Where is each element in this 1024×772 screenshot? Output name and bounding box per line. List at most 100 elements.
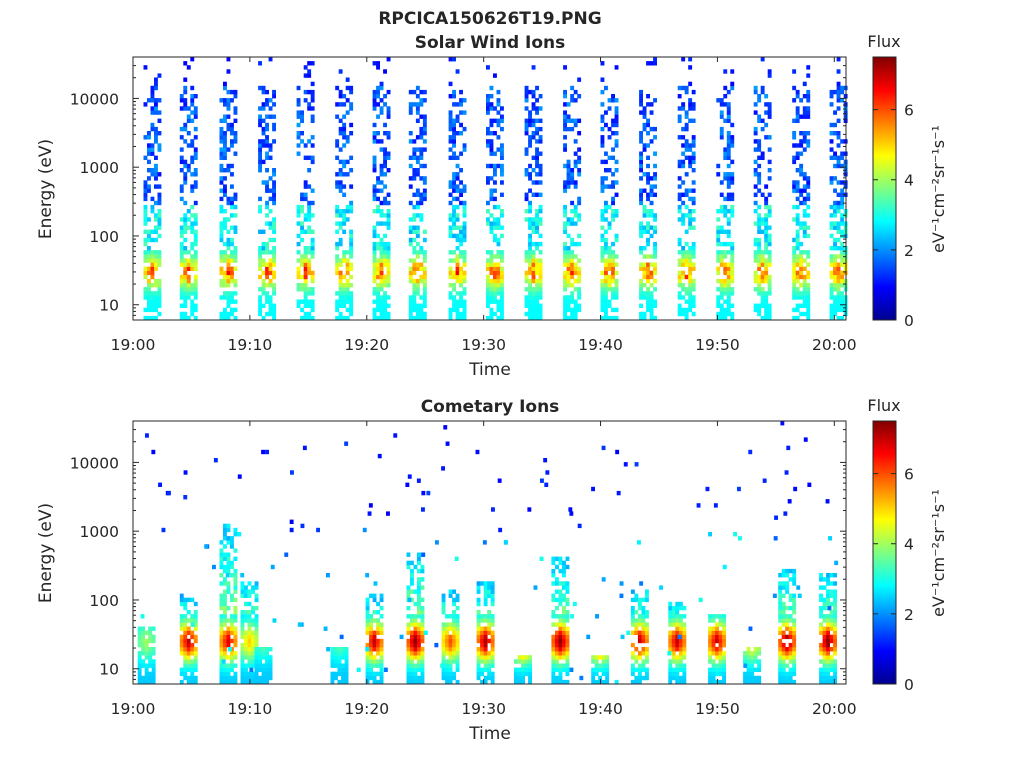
heatmap-cell	[448, 180, 453, 185]
heatmap-cell	[715, 671, 720, 677]
heatmap-cell	[268, 311, 273, 317]
heatmap-cell	[419, 98, 424, 103]
heatmap-cell	[788, 671, 793, 677]
heatmap-cell	[417, 597, 421, 603]
heatmap-cell	[150, 237, 155, 243]
heatmap-cell	[190, 204, 195, 210]
heatmap-cell	[372, 642, 377, 648]
heatmap-cell	[792, 663, 797, 668]
heatmap-cell	[829, 295, 834, 300]
heatmap-cell	[535, 278, 539, 284]
heatmap-cell	[807, 482, 812, 487]
heatmap-cell	[183, 626, 188, 631]
heatmap-cell	[383, 303, 387, 308]
heatmap-cell	[829, 589, 834, 594]
heatmap-cell	[455, 311, 460, 317]
solar-wind-axes: 19:00 19:10 19:20 19:30 19:40 19:50 20:0010100…	[70, 56, 857, 354]
heatmap-cell	[611, 291, 615, 296]
heatmap-cell	[455, 233, 460, 239]
heatmap-cell	[335, 246, 340, 251]
heatmap-cell	[345, 283, 350, 288]
heatmap-cell	[219, 614, 224, 619]
heatmap-cell	[483, 667, 488, 672]
heatmap-cell	[563, 270, 567, 276]
heatmap-cell	[265, 659, 269, 664]
heatmap-cell	[496, 254, 501, 259]
heatmap-cell	[148, 663, 153, 668]
heatmap-cell	[743, 659, 747, 664]
heatmap-cell	[383, 315, 387, 321]
heatmap-cell	[570, 614, 574, 619]
heatmap-cell	[634, 593, 639, 598]
heatmap-cell	[233, 196, 238, 202]
heatmap-cell	[558, 601, 563, 607]
heatmap-cell	[718, 634, 723, 640]
heatmap-cell	[489, 283, 494, 288]
heatmap-cell	[806, 184, 811, 189]
heatmap-cell	[826, 675, 830, 681]
heatmap-cell	[412, 299, 417, 304]
heatmap-cell	[422, 196, 427, 202]
heatmap-cell	[251, 589, 255, 594]
heatmap-cell	[767, 168, 772, 173]
y-tick-label: 10	[99, 297, 119, 315]
heatmap-cell	[767, 250, 772, 255]
heatmap-cell	[637, 651, 642, 656]
heatmap-cell	[639, 278, 643, 284]
heatmap-cell	[379, 110, 384, 115]
heatmap-cell	[795, 94, 800, 99]
heatmap-cell	[799, 303, 804, 308]
heatmap-cell	[441, 634, 446, 640]
heatmap-cell	[487, 610, 492, 615]
heatmap-cell	[420, 638, 425, 644]
heatmap-cell	[244, 655, 248, 660]
heatmap-cell	[611, 94, 615, 99]
heatmap-cell	[558, 679, 563, 685]
heatmap-cell	[157, 147, 162, 152]
heatmap-cell	[708, 667, 712, 672]
heatmap-cell	[379, 163, 384, 169]
heatmap-cell	[671, 667, 676, 672]
heatmap-cell	[240, 651, 245, 656]
heatmap-cell	[496, 270, 501, 276]
heatmap-cell	[682, 651, 687, 656]
heatmap-cell	[462, 200, 467, 206]
heatmap-cell	[376, 233, 380, 239]
heatmap-cell	[630, 614, 635, 619]
heatmap-cell	[489, 147, 494, 152]
heatmap-cell	[562, 568, 566, 574]
heatmap-cell	[422, 303, 427, 308]
heatmap-cell	[412, 139, 417, 144]
heatmap-cell	[342, 159, 347, 165]
heatmap-cell	[372, 122, 377, 128]
heatmap-cell	[420, 651, 425, 656]
heatmap-cell	[258, 139, 262, 144]
heatmap-cell	[496, 307, 501, 313]
heatmap-cell	[682, 671, 687, 677]
heatmap-cell	[186, 630, 191, 635]
heatmap-cell	[183, 237, 188, 243]
heatmap-cell	[219, 601, 224, 607]
heatmap-cell	[300, 229, 304, 234]
heatmap-cell	[233, 626, 238, 631]
heatmap-cell	[413, 634, 418, 640]
heatmap-cell	[544, 482, 549, 487]
heatmap-cell	[792, 155, 797, 160]
heatmap-cell	[310, 291, 315, 296]
heatmap-cell	[489, 315, 494, 321]
heatmap-cell	[535, 246, 539, 251]
heatmap-cell	[310, 118, 315, 123]
heatmap-cell	[646, 209, 650, 214]
heatmap-cell	[802, 106, 807, 111]
heatmap-cell	[151, 638, 156, 644]
heatmap-cell	[310, 278, 315, 284]
heatmap-cell	[614, 159, 619, 165]
heatmap-cell	[190, 188, 195, 193]
heatmap-cell	[261, 258, 266, 263]
heatmap-cell	[372, 98, 377, 103]
heatmap-cell	[268, 278, 273, 284]
heatmap-cell	[718, 663, 723, 668]
heatmap-cell	[792, 254, 797, 259]
heatmap-cell	[154, 184, 158, 189]
heatmap-cell	[829, 307, 834, 313]
